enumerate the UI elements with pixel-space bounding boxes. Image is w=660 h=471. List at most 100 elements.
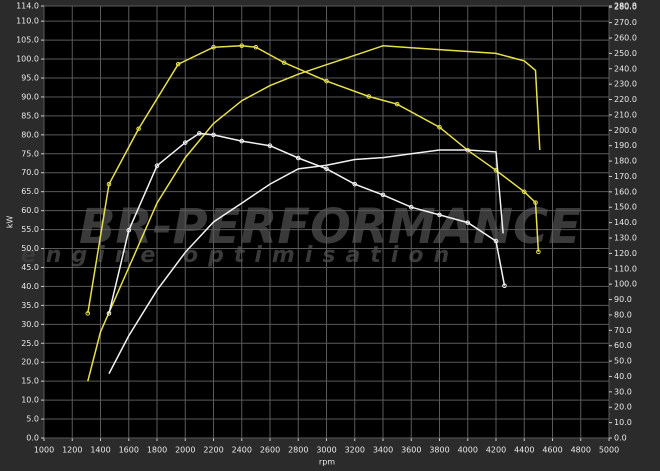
point-marker: [281, 60, 287, 65]
y2-tick-label: 10.0: [614, 418, 632, 427]
point-marker: [366, 94, 372, 99]
x-tick-label: 2400: [232, 446, 252, 455]
x-tick-label: 3800: [429, 446, 449, 455]
series-line: [87, 44, 540, 314]
y-tick-label: 10.0: [21, 396, 39, 405]
point-marker: [408, 204, 414, 210]
series-line: [108, 149, 504, 374]
y2-tick-label: 200.0: [614, 126, 637, 135]
y-tick-label: 25.0: [21, 339, 39, 348]
point-marker: [437, 212, 442, 218]
y2-tick-label: 130.0: [614, 234, 637, 243]
x-tick-label: 1600: [119, 446, 139, 455]
x-tick-label: 2000: [175, 446, 195, 455]
y-axis-title: kW: [6, 216, 15, 229]
point-marker: [182, 140, 188, 145]
x-tick-label: 3400: [373, 446, 393, 455]
x-tick-label: 3000: [316, 446, 336, 455]
y2-tick-label: 90.0: [614, 295, 632, 304]
point-marker: [239, 138, 245, 144]
point-marker: [85, 311, 91, 316]
y2-tick-label: 170.0: [614, 172, 637, 181]
point-marker: [380, 192, 386, 198]
y-tick-label: 95.0: [21, 74, 39, 83]
point-marker: [521, 189, 527, 195]
y-tick-label: 85.0: [21, 111, 39, 120]
point-marker: [253, 44, 259, 50]
y2-tick-label: 20.0: [614, 403, 632, 412]
y-tick-label: 50.0: [21, 244, 39, 253]
point-marker: [502, 283, 507, 288]
y-tick-label: 70.0: [21, 168, 39, 177]
point-marker: [106, 181, 112, 187]
y-tick-label: 45.0: [21, 263, 39, 272]
y-tick-label: 60.0: [21, 206, 39, 215]
point-marker: [493, 238, 499, 244]
point-marker: [465, 220, 471, 225]
y2-tick-label: 50.0: [614, 357, 632, 366]
y2-tick-label: 250.0: [614, 49, 637, 58]
y-tick-label: 110.0: [16, 17, 39, 26]
point-marker: [536, 249, 541, 255]
y2-tick-label: 240.0: [614, 64, 637, 73]
y-tick-label: 100.0: [16, 55, 39, 64]
y2-tick-label: 60.0: [614, 341, 632, 350]
y2-tick-label: 190.0: [614, 141, 637, 150]
y-tick-label: 80.0: [21, 130, 39, 139]
y2-tick-label: 210.0: [614, 110, 637, 119]
series-line: [87, 45, 541, 382]
y-tick-label: 0.0: [26, 434, 39, 443]
point-marker: [533, 200, 538, 205]
y-tick-label: 114.0: [16, 2, 39, 11]
y2-tick-label: 70.0: [614, 326, 632, 335]
y2-tick-label: 0.0: [614, 434, 627, 443]
y-tick-label: 40.0: [21, 282, 39, 291]
y2-tick-label: 110.0: [614, 264, 637, 273]
x-tick-label: 4800: [571, 446, 591, 455]
y-tick-label: 15.0: [21, 377, 39, 386]
x-tick-label: 1200: [62, 446, 82, 455]
y2-tick-label: 180.0: [614, 157, 637, 166]
y-tick-label: 30.0: [21, 320, 39, 329]
y-tick-label: 75.0: [21, 149, 39, 158]
point-marker: [197, 131, 202, 136]
point-marker: [136, 126, 141, 132]
y2-tick-label: 140.0: [614, 218, 637, 227]
point-marker: [437, 124, 442, 130]
y2-tick-label: 30.0: [614, 387, 632, 396]
x-tick-label: 3200: [345, 446, 365, 455]
x-tick-label: 2600: [260, 446, 280, 455]
x-tick-label: 4200: [486, 446, 506, 455]
x-tick-label: 3600: [401, 446, 421, 455]
point-marker: [394, 101, 400, 107]
x-tick-label: 1800: [147, 446, 167, 455]
x-tick-label: 2800: [288, 446, 308, 455]
x-tick-label: 5000: [599, 446, 619, 455]
point-marker: [267, 143, 273, 148]
x-tick-label: 1400: [90, 446, 110, 455]
y2-tick-label: 80.0: [614, 310, 632, 319]
y2-tick-label: 100.0: [614, 280, 637, 289]
y2-tick-label: 260.0: [614, 34, 637, 43]
point-marker: [106, 311, 112, 316]
y-tick-label: 65.0: [21, 187, 39, 196]
y2-tick-label: 150.0: [614, 203, 637, 212]
x-tick-label: 4400: [514, 446, 534, 455]
point-marker: [324, 78, 329, 84]
y-tick-label: 35.0: [21, 301, 39, 310]
y-tick-label: 5.0: [26, 415, 39, 424]
y2-tick-label: 40.0: [614, 372, 632, 381]
point-marker: [324, 166, 329, 172]
y-tick-label: 90.0: [21, 92, 39, 101]
point-marker: [175, 61, 181, 67]
y2-tick-label: 120.0: [614, 249, 637, 258]
point-marker: [154, 163, 160, 168]
y2-tick-label: 270.0: [614, 18, 637, 27]
y-tick-label: 105.0: [16, 36, 39, 45]
x-tick-label: 2200: [203, 446, 223, 455]
y-tick-label: 55.0: [21, 225, 39, 234]
y2-tick-label: 160.0: [614, 187, 637, 196]
x-tick-label: 4600: [542, 446, 562, 455]
point-marker: [352, 181, 358, 187]
